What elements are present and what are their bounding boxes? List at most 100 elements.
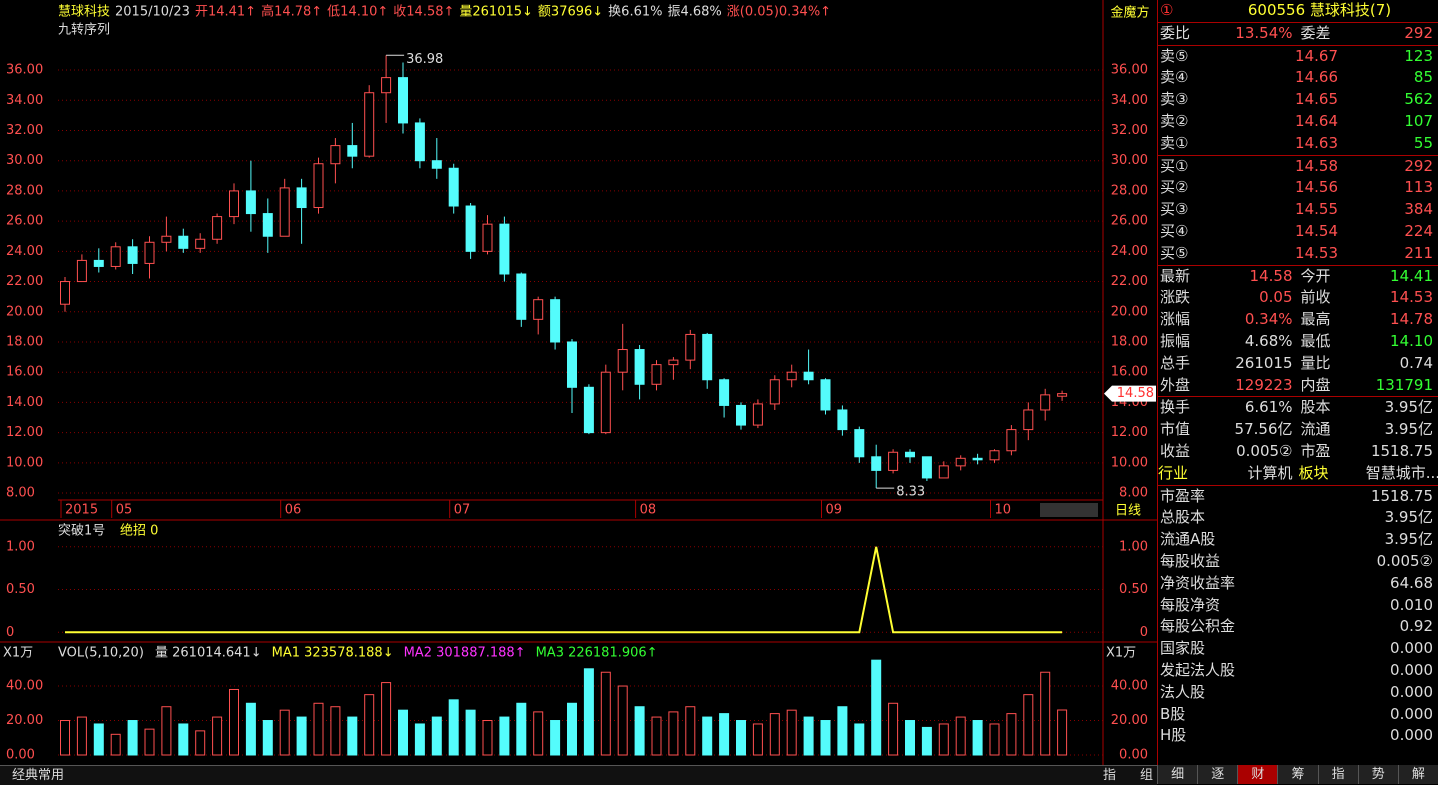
candle-body [787,372,796,380]
volume-bar [399,710,408,755]
finance-cell: 净资收益率 [1158,573,1297,595]
candle-body [1041,395,1050,410]
y-tick-label: 20.00 [6,304,43,319]
quote-cell: 收益 [1158,441,1226,463]
stock-name: 600556 慧球科技(7) [1200,0,1438,22]
candle-body [111,247,120,267]
chart-area: 金魔方 九转序列 日线 突破1号 绝招 0 VOL(5,10,20) X1万 X… [0,0,1157,765]
period: 日线 [1115,504,1141,519]
volume-bar [568,703,577,755]
footer-tab[interactable]: 经典常用 [0,768,64,783]
quote-cell: 14.78 [1367,309,1438,331]
finance-cell: 0.000 [1297,638,1438,660]
y-tick-label: 10.00 [1111,455,1148,470]
volume-bar [939,724,948,755]
quote-cell: 换手 [1158,397,1226,419]
y-tick-label: 12.00 [1111,425,1148,440]
y-tick-label: 40.00 [6,679,43,694]
quote-cell: 内盘 [1299,375,1367,397]
annotation: 36.98 [406,52,443,67]
volume-bar [230,689,239,755]
y-tick-label: 22.00 [6,274,43,289]
quote-cell: 14.67 [1249,46,1344,68]
tab[interactable]: 筹 [1277,765,1317,784]
index: ① [1158,0,1200,22]
y-tick-label: 1.00 [1119,539,1148,554]
tab[interactable]: 逐 [1197,765,1237,784]
quote-cell: 买⑤ [1158,243,1249,265]
volume-bar [500,717,509,755]
finance-cell: 0.000 [1297,704,1438,726]
volume-bar [872,660,881,755]
footer: 经典常用 指 组 [0,765,1157,785]
candle-body [466,206,475,251]
y-tick-label: 12.00 [6,425,43,440]
candle-body [906,452,915,457]
quote-cell: 224 [1344,221,1438,243]
quote-cell: 14.63 [1249,133,1344,155]
finance-cell: 国家股 [1158,638,1297,660]
volume-bar [534,712,543,755]
header-item: 振4.68% [667,5,721,20]
candle-body [669,360,678,365]
volume-bar [669,712,678,755]
tab[interactable]: 细 [1157,765,1197,784]
tab[interactable]: 指 [1318,765,1358,784]
y-tick-label: 0.50 [6,582,35,597]
quote-cell: 涨跌 [1158,287,1226,309]
volume-bar [551,721,560,755]
volume-bar [956,717,965,755]
y-tick-label: 40.00 [1111,679,1148,694]
candle-body [1007,430,1016,451]
candle-body [737,405,746,425]
candle-body [280,188,289,236]
quote-cell: 0.34% [1226,309,1298,331]
indicator-title: 突破1号 [58,523,105,539]
quote-cell: 振幅 [1158,331,1226,353]
candle-body [94,260,103,266]
tab[interactable]: 势 [1358,765,1398,784]
candle-body [703,334,712,379]
volume-bar [601,672,610,755]
volume-bar [179,724,188,755]
volume-bar [922,727,931,755]
finance-cell: 1518.75 [1297,486,1438,508]
quote-cell: 流通 [1299,419,1367,441]
footer-tab[interactable]: 组 [1140,766,1153,785]
y-tick-label: 1.00 [6,539,35,554]
tab[interactable]: 解 [1398,765,1438,784]
candle-body [534,300,543,320]
candle-body [855,430,864,457]
header-item: 涨(0.05)0.34%↑ [727,5,831,20]
scrollbar[interactable] [1040,503,1098,517]
candle-body [297,188,306,208]
y-tick-label: 8.00 [1119,486,1148,501]
quote-cell: 最低 [1299,331,1367,353]
quote-cell: 4.68% [1226,331,1298,353]
quote-cell: 129223 [1226,375,1298,397]
quote-cell: 13.54% [1226,23,1298,45]
volume-bar [686,707,695,755]
quote-cell: 计算机 [1225,463,1298,485]
legend: MA2 301887.188↑ [404,646,526,661]
volume-bar [804,717,813,755]
candle-body [635,350,644,385]
annotation: 8.33 [896,485,925,500]
quote-cell: 买② [1158,177,1249,199]
tab[interactable]: 财 [1237,765,1277,784]
footer-tab[interactable]: 指 [1103,766,1116,785]
candle-body [838,410,847,430]
finance-cell: 0.000 [1297,660,1438,682]
legend: MA1 323578.188↓ [272,646,394,661]
volume-bar [432,717,441,755]
volume-bar [1024,695,1033,755]
y-tick-label: 20.00 [1111,304,1148,319]
volume-bar [61,721,70,755]
